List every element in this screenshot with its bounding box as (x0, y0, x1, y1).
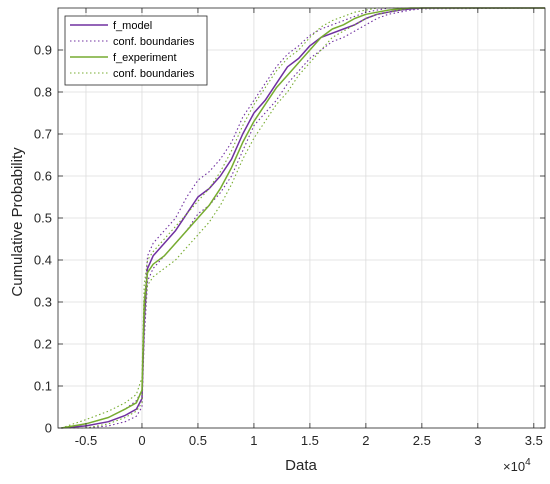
y-tick-label: 0.7 (34, 127, 52, 142)
y-tick-label: 0.9 (34, 43, 52, 58)
y-tick-label: 0.2 (34, 337, 52, 352)
y-tick-labels: 0 0.1 0.2 0.3 0.4 0.5 0.6 0.7 0.8 0.9 (34, 43, 52, 436)
x-axis-label: Data (285, 457, 317, 474)
x-tick-label: -0.5 (75, 433, 97, 448)
legend-label: conf. boundaries (113, 36, 195, 48)
series-layer (61, 7, 546, 429)
x-tick-labels: -0.5 0 0.5 1 1.5 2 2.5 3 3.5 (75, 433, 543, 448)
x-tick-label: 0.5 (189, 433, 207, 448)
tick-marks (58, 8, 545, 429)
x-tick-label: 1 (250, 433, 257, 448)
y-tick-label: 0.3 (34, 295, 52, 310)
x-tick-label: 2.5 (413, 433, 431, 448)
x-tick-label: 0 (138, 433, 145, 448)
legend-label: f_model (113, 20, 152, 32)
x-exponent-label: ×104 (503, 457, 531, 474)
legend-box (64, 15, 208, 86)
legend-label: f_experiment (113, 52, 177, 64)
x-tick-label: 2 (362, 433, 369, 448)
grid-lines (58, 8, 545, 429)
y-tick-label: 0.5 (34, 211, 52, 226)
y-axis-label: Cumulative Probability (9, 147, 26, 297)
legend: f_model conf. boundaries f_experiment conf.… (64, 15, 208, 86)
y-tick-label: 0.4 (34, 253, 52, 268)
y-tick-label: 0.1 (34, 379, 52, 394)
legend-label: conf. boundaries (113, 68, 195, 80)
x-tick-label: 3 (474, 433, 481, 448)
y-tick-label: 0.8 (34, 85, 52, 100)
x-tick-label: 1.5 (301, 433, 319, 448)
series-conf-boundaries-4 (61, 7, 545, 429)
y-tick-label: 0.6 (34, 169, 52, 184)
y-tick-label: 0 (45, 421, 52, 436)
x-tick-label: 3.5 (525, 433, 543, 448)
